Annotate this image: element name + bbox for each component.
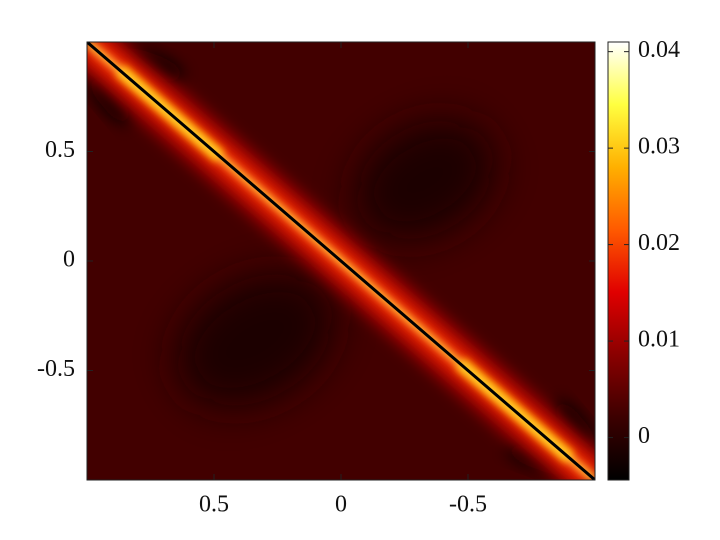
- colorbar-tick-label: 0.04: [638, 37, 680, 63]
- colorbar-tick-label: 0: [638, 423, 650, 449]
- heatmap-field: [87, 42, 595, 480]
- colorbar-tick-label: 0.02: [638, 230, 680, 256]
- y-tick-label: 0.5: [45, 137, 75, 163]
- x-tick-label: 0.5: [199, 492, 229, 518]
- colorbar-tick-label: 0.01: [638, 327, 680, 353]
- colorbar: [607, 41, 630, 481]
- x-tick-label: -0.5: [449, 492, 487, 518]
- y-tick-label: -0.5: [37, 356, 75, 382]
- colorbar-tick-label: 0.03: [638, 134, 680, 160]
- x-tick-label: 0: [335, 492, 347, 518]
- y-tick-label: 0: [63, 247, 75, 273]
